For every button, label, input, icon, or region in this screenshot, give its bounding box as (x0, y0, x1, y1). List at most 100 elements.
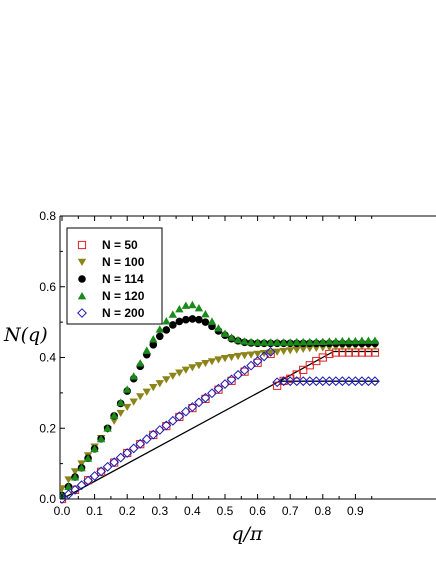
data-point (253, 358, 262, 367)
x-tick-label: 0.2 (119, 504, 136, 518)
data-point (312, 344, 321, 352)
data-point (253, 338, 262, 346)
y-tick-label: 0.6 (39, 280, 56, 294)
legend-marker (77, 258, 87, 266)
data-point (201, 359, 210, 368)
data-point (129, 398, 138, 406)
data-point (227, 376, 236, 385)
data-point (162, 376, 171, 384)
data-point (220, 379, 230, 389)
data-point (299, 345, 308, 354)
data-point (194, 303, 204, 312)
data-point (148, 429, 159, 440)
data-point (116, 398, 125, 406)
data-point (207, 317, 217, 325)
data-point (102, 461, 113, 472)
data-point (175, 305, 184, 313)
data-point (214, 356, 223, 364)
data-point (273, 381, 282, 390)
data-point (240, 352, 249, 360)
data-point (246, 351, 256, 359)
data-point (272, 338, 282, 346)
data-point (266, 338, 275, 346)
data-point (149, 340, 158, 349)
data-point (201, 318, 210, 326)
x-tick-label: 0.5 (217, 504, 234, 518)
data-point (201, 309, 210, 318)
data-point (343, 376, 354, 387)
data-point (128, 443, 139, 454)
y-axis-title: N(q) (3, 324, 48, 346)
data-point (181, 301, 191, 309)
x-tick-label: 0.8 (314, 504, 331, 518)
data-point (60, 485, 67, 493)
data-point (161, 420, 172, 431)
data-point (278, 376, 289, 387)
data-point (136, 359, 145, 367)
data-point (357, 376, 367, 387)
data-point (265, 346, 276, 357)
x-tick-label: 0.3 (151, 504, 168, 518)
data-point (325, 337, 334, 345)
data-point (272, 348, 282, 356)
x-tick-label: 0.0 (54, 504, 71, 518)
data-point (96, 434, 106, 443)
data-point (149, 335, 158, 343)
data-point (305, 361, 314, 370)
data-point (123, 448, 132, 458)
data-point (330, 376, 341, 387)
data-point (175, 317, 184, 326)
data-point (142, 388, 151, 396)
data-point (167, 415, 178, 426)
data-point (175, 369, 184, 377)
data-point (180, 406, 191, 417)
data-point (123, 403, 132, 412)
data-point (351, 336, 360, 345)
data-point (89, 471, 100, 481)
data-point (350, 376, 361, 387)
data-point (109, 411, 119, 419)
data-point (317, 376, 328, 387)
data-point (207, 358, 217, 366)
legend-marker (77, 240, 87, 250)
data-point (233, 369, 243, 380)
data-point (279, 338, 288, 346)
x-tick-label: 0.9 (347, 504, 364, 518)
data-point (240, 367, 249, 376)
data-point (227, 353, 236, 362)
data-point (135, 438, 146, 449)
data-point (357, 336, 367, 344)
data-point (304, 376, 315, 387)
data-point (259, 351, 270, 362)
data-point (285, 376, 296, 387)
data-point (182, 315, 190, 324)
data-point (155, 325, 164, 333)
data-point (116, 409, 125, 418)
data-point (142, 346, 151, 354)
legend-label: N = 50 (102, 238, 138, 252)
data-point (63, 489, 74, 500)
data-point (70, 468, 80, 476)
data-point (370, 336, 380, 344)
data-point (233, 335, 243, 344)
y-tick-label: 0.0 (39, 492, 56, 506)
y-axis-ticks: 0.0 0.2 0.4 0.6 0.8 (39, 209, 65, 506)
data-point (220, 355, 230, 363)
data-point (227, 333, 236, 341)
legend-label: N = 114 (102, 272, 144, 286)
data-point (123, 385, 132, 393)
data-point (155, 380, 164, 388)
series-4 (60, 346, 380, 504)
data-point (233, 352, 243, 361)
data-point (64, 476, 73, 484)
data-point (363, 376, 374, 387)
data-point (305, 345, 314, 353)
data-point (246, 337, 256, 346)
data-point (331, 337, 341, 345)
data-point (298, 376, 309, 387)
legend-marker (78, 275, 86, 283)
data-point (312, 337, 321, 345)
data-point (162, 317, 171, 325)
legend-marker (77, 292, 87, 300)
